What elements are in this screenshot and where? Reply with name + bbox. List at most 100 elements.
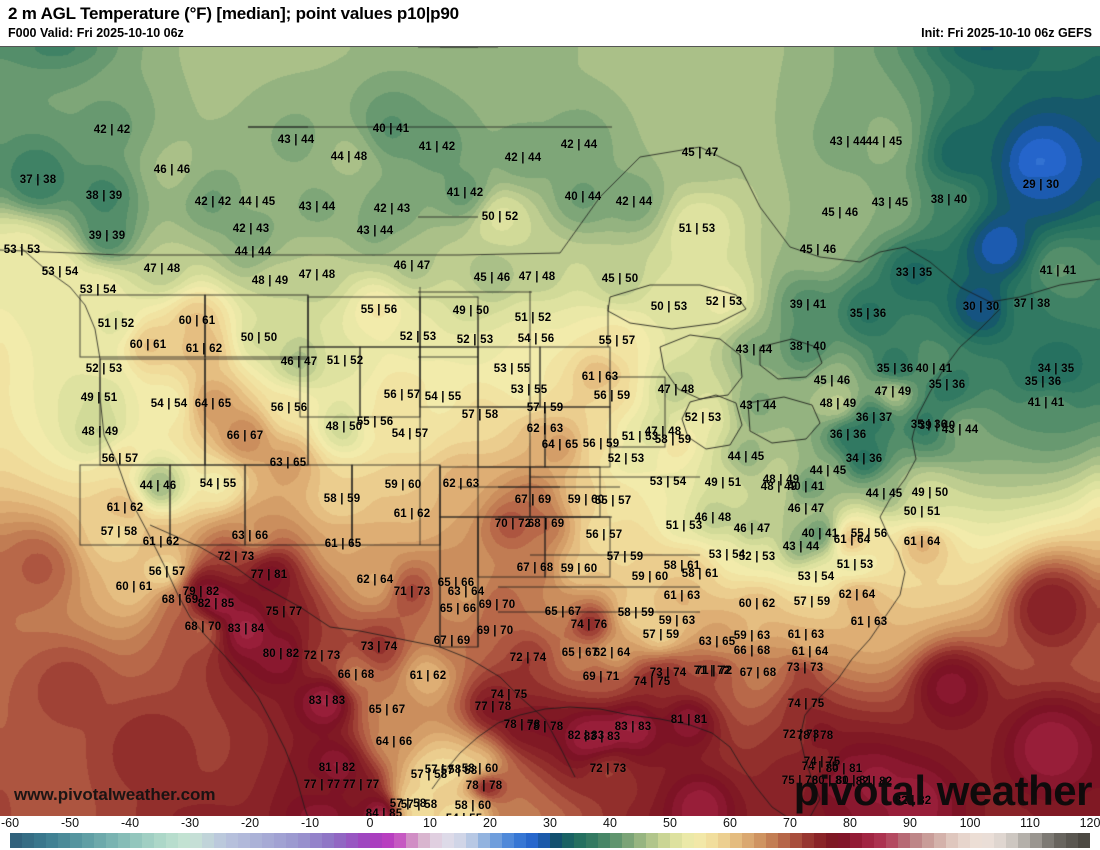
point-value: 50 | 50 [240, 332, 278, 344]
colorbar-swatch [766, 833, 778, 848]
point-value: 66 | 68 [733, 645, 771, 657]
point-value: 46 | 47 [393, 260, 431, 272]
valid-time-label: F000 Valid: Fri 2025-10-10 06z [8, 26, 184, 40]
colorbar[interactable]: -60 -50 -40 -30 -20 -10 0 10 20 30 40 50 60 70 80 90 100… [0, 816, 1100, 850]
point-value: 82 | 83 [567, 730, 605, 742]
colorbar-swatch [790, 833, 802, 848]
point-value: 60 | 61 [115, 581, 153, 593]
point-value: 41 | 42 [446, 187, 484, 199]
point-value: 73 | 74 [649, 667, 687, 679]
colorbar-swatch [262, 833, 274, 848]
colorbar-gradient [10, 833, 1090, 848]
colorbar-swatch [334, 833, 346, 848]
temperature-raster [0, 47, 1100, 817]
colorbar-tick: 50 [663, 816, 677, 830]
point-value: 51 | 53 [678, 223, 716, 235]
point-value: 44 | 45 [865, 488, 903, 500]
colorbar-swatch [22, 833, 34, 848]
point-value: 68 | 70 [184, 621, 222, 633]
point-value: 78 | 78 [796, 730, 834, 742]
point-value: 72 | 73 [217, 551, 255, 563]
point-value: 47 | 48 [644, 426, 682, 438]
point-value: 61 | 62 [142, 536, 180, 548]
colorbar-swatch [118, 833, 130, 848]
point-value: 53 | 53 [3, 244, 41, 256]
point-value: 80 | 82 [262, 648, 300, 660]
colorbar-tick: -30 [180, 816, 200, 830]
colorbar-swatch [154, 833, 166, 848]
colorbar-swatch [874, 833, 886, 848]
point-value: 47 | 48 [298, 269, 336, 281]
point-value: 80 | 81 [825, 763, 863, 775]
point-value: 55 | 56 [850, 528, 888, 540]
colorbar-swatch [946, 833, 958, 848]
colorbar-swatch [202, 833, 214, 848]
point-value: 37 | 38 [19, 174, 57, 186]
point-value: 58 | 61 [663, 560, 701, 572]
point-value: 61 | 62 [106, 502, 144, 514]
point-value: 57 | 59 [606, 551, 644, 563]
colorbar-swatch [838, 833, 850, 848]
colorbar-tick: 90 [903, 816, 917, 830]
point-value: 50 | 52 [481, 211, 519, 223]
point-value: 77 | 77 [303, 779, 341, 791]
point-value: 61 | 64 [791, 646, 829, 658]
point-value: 52 | 53 [738, 551, 776, 563]
point-value: 53 | 55 [493, 363, 531, 375]
point-value: 51 | 53 [665, 520, 703, 532]
point-value: 80 | 81 [835, 775, 873, 787]
colorbar-swatch [310, 833, 322, 848]
colorbar-swatch [1042, 833, 1054, 848]
colorbar-swatch [430, 833, 442, 848]
colorbar-swatch [1054, 833, 1066, 848]
colorbar-tick: 20 [483, 816, 497, 830]
point-value: 61 | 62 [393, 508, 431, 520]
point-value: 83 | 83 [308, 695, 346, 707]
point-value: 47 | 48 [143, 263, 181, 275]
point-value: 42 | 43 [232, 223, 270, 235]
point-value: 42 | 42 [93, 124, 131, 136]
point-value: 71 | 72 [693, 665, 731, 677]
point-value: 44 | 44 [234, 246, 272, 258]
point-value: 71 | 72 [695, 665, 733, 677]
point-value: 46 | 48 [694, 512, 732, 524]
point-value: 72 | 73 [782, 729, 820, 741]
point-value: 78 | 78 [526, 721, 564, 733]
temperature-map[interactable]: 42 | 42 37 | 38 38 | 39 39 | 39 53 | 53 53 | … [0, 46, 1100, 818]
point-value: 47 | 48 [518, 271, 556, 283]
colorbar-swatch [394, 833, 406, 848]
point-value: 83 | 83 [614, 721, 652, 733]
point-value: 82 | 82 [894, 795, 932, 807]
point-value: 45 | 50 [601, 273, 639, 285]
point-value: 57 | 58 [400, 799, 438, 811]
point-value: 64 | 65 [541, 439, 579, 451]
colorbar-swatch [1006, 833, 1018, 848]
point-value: 43 | 44 [735, 344, 773, 356]
point-value: 73 | 73 [786, 662, 824, 674]
colorbar-tick: -50 [60, 816, 80, 830]
point-value: 53 | 55 [510, 384, 548, 396]
point-value: 82 | 82 [855, 776, 893, 788]
colorbar-swatch [610, 833, 622, 848]
colorbar-swatch [70, 833, 82, 848]
colorbar-swatch [910, 833, 922, 848]
colorbar-tick: -20 [240, 816, 260, 830]
point-value: 57 | 59 [793, 596, 831, 608]
point-value: 43 | 44 [356, 225, 394, 237]
point-value: 52 | 53 [607, 453, 645, 465]
point-value: 51 | 53 [836, 559, 874, 571]
colorbar-swatch [46, 833, 58, 848]
point-value: 56 | 59 [582, 438, 620, 450]
watermark-brand: pivotal weather [793, 767, 1093, 814]
point-value: 82 | 85 [197, 598, 235, 610]
point-value: 60 | 62 [738, 598, 776, 610]
colorbar-swatch [94, 833, 106, 848]
point-value: 56 | 57 [585, 529, 623, 541]
point-value: 43 | 44 [829, 136, 867, 148]
point-value: 55 | 56 [360, 304, 398, 316]
colorbar-swatch [478, 833, 490, 848]
point-value: 43 | 44 [277, 134, 315, 146]
colorbar-tick: -40 [120, 816, 140, 830]
colorbar-swatch [250, 833, 262, 848]
point-value: 72 | 73 [589, 763, 627, 775]
